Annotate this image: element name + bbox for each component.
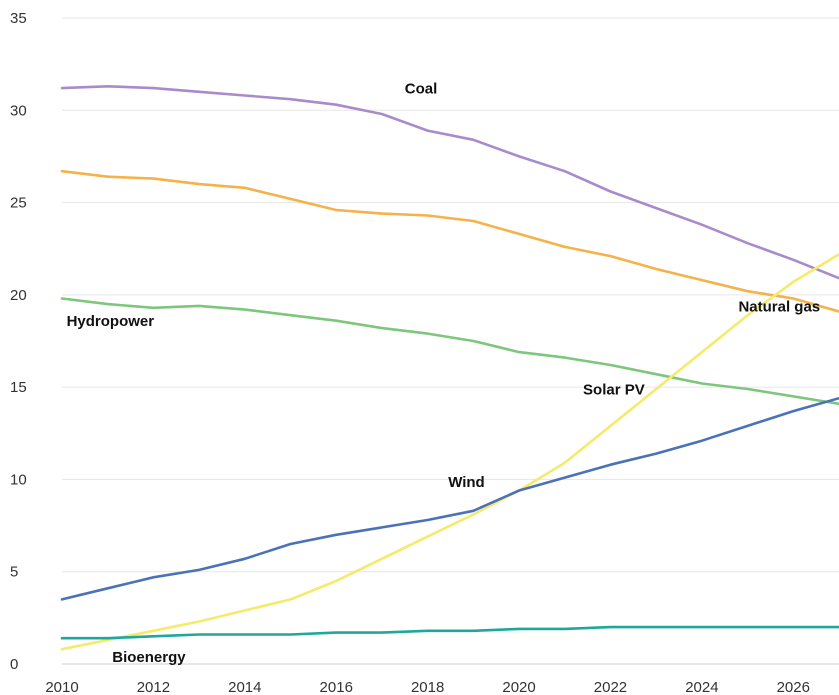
y-tick-label: 30 bbox=[10, 102, 27, 119]
series-line-wind bbox=[60, 396, 839, 601]
y-tick-label: 15 bbox=[10, 379, 27, 396]
x-tick-label: 2022 bbox=[594, 679, 627, 695]
y-tick-label: 0 bbox=[10, 656, 18, 673]
series-lines bbox=[60, 85, 839, 651]
x-tick-label: 2026 bbox=[777, 679, 810, 695]
series-labels: Coal Natural gas Hydropower Solar PV Wind Bio… bbox=[67, 81, 821, 666]
series-label-solar-pv: Solar PV bbox=[583, 382, 645, 399]
grid-lines bbox=[62, 17, 839, 665]
y-tick-label: 35 bbox=[10, 10, 27, 27]
series-label-coal: Coal bbox=[405, 81, 438, 98]
series-line-coal bbox=[60, 85, 839, 280]
x-tick-label: 2010 bbox=[45, 679, 78, 695]
series-label-natural-gas: Natural gas bbox=[738, 298, 820, 315]
series-line-solar-pv bbox=[60, 253, 839, 651]
series-label-hydropower: Hydropower bbox=[67, 313, 155, 330]
series-line-hydropower bbox=[60, 297, 839, 406]
x-tick-label: 2012 bbox=[137, 679, 170, 695]
axes: 0 5 10 15 20 25 30 35 2010 2012 2014 2016 2018 2020 20… bbox=[10, 10, 810, 695]
series-line-bioenergy bbox=[60, 625, 839, 640]
x-tick-label: 2016 bbox=[320, 679, 353, 695]
y-tick-label: 5 bbox=[10, 564, 18, 581]
y-tick-label: 10 bbox=[10, 471, 27, 488]
y-tick-label: 20 bbox=[10, 287, 27, 304]
x-tick-label: 2018 bbox=[411, 679, 444, 695]
x-tick-label: 2024 bbox=[685, 679, 718, 695]
x-tick-label: 2020 bbox=[502, 679, 535, 695]
series-line-natural-gas bbox=[60, 169, 839, 313]
x-tick-label: 2014 bbox=[228, 679, 261, 695]
y-tick-label: 25 bbox=[10, 195, 27, 212]
series-label-bioenergy: Bioenergy bbox=[112, 649, 186, 666]
series-label-wind: Wind bbox=[448, 474, 485, 491]
